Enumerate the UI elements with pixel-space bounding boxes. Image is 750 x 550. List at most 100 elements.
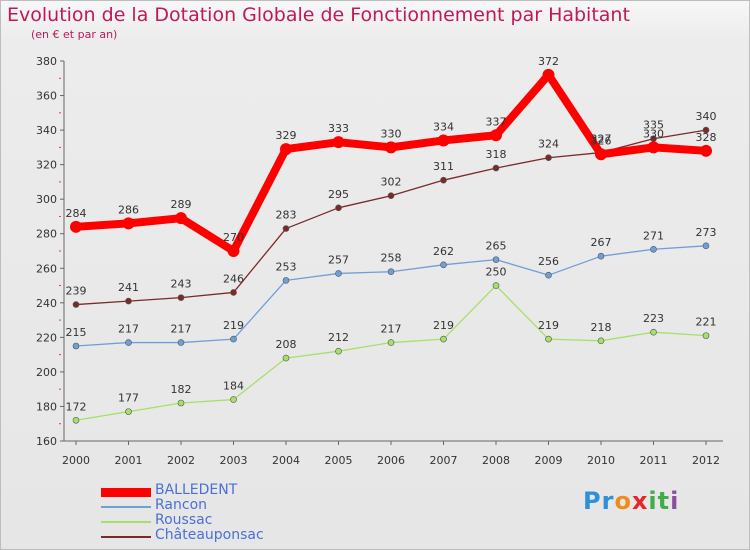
data-label: 340 — [696, 110, 717, 123]
legend-swatch — [101, 521, 151, 523]
data-label: 337 — [486, 115, 507, 128]
y-tick-label: 340 — [36, 124, 57, 137]
data-label: 284 — [66, 207, 87, 220]
proxiti-logo: Proxiti — [583, 487, 679, 515]
data-label: 177 — [118, 392, 139, 405]
data-label: 289 — [171, 198, 192, 211]
x-tick-label: 2010 — [587, 454, 615, 467]
legend-label: Roussac — [155, 512, 213, 528]
x-tick-label: 2000 — [62, 454, 90, 467]
data-label: 219 — [538, 319, 559, 332]
data-point — [702, 242, 710, 250]
y-tick-label: 220 — [36, 331, 57, 344]
legend-swatch — [101, 506, 151, 508]
data-point — [125, 339, 132, 346]
data-label: 217 — [171, 323, 192, 336]
series-line — [75, 70, 707, 255]
y-tick-label: 260 — [36, 262, 57, 275]
y-tick-label: 320 — [36, 159, 57, 172]
data-point — [492, 164, 500, 172]
legend-swatch — [101, 488, 151, 497]
logo-letter: t — [657, 487, 671, 515]
data-point — [230, 335, 237, 343]
legend-label: Châteauponsac — [155, 527, 264, 543]
data-label: 267 — [591, 236, 612, 249]
data-label: 243 — [171, 278, 192, 291]
data-label: 295 — [328, 188, 349, 201]
data-label: 273 — [696, 226, 717, 239]
chart-title: Evolution de la Dotation Globale de Fonc… — [7, 4, 630, 26]
data-point — [437, 134, 450, 147]
data-point — [440, 261, 447, 269]
data-label: 330 — [643, 127, 664, 140]
data-point — [72, 416, 80, 424]
data-point — [335, 347, 342, 355]
chart-subtitle: (en € et par an) — [31, 28, 118, 41]
data-point — [597, 337, 605, 345]
data-label: 333 — [328, 122, 349, 135]
data-point — [282, 354, 290, 362]
data-point — [595, 148, 607, 161]
data-point — [335, 270, 342, 277]
data-label: 241 — [118, 281, 139, 294]
data-label: 270 — [223, 231, 244, 244]
data-point — [387, 339, 395, 346]
data-point — [545, 271, 552, 279]
y-tick-label: 160 — [36, 435, 57, 448]
data-point — [122, 217, 135, 230]
data-point — [282, 225, 290, 232]
x-tick-label: 2002 — [167, 454, 195, 467]
x-tick-label: 2007 — [430, 454, 458, 467]
x-tick-label: 2005 — [325, 454, 353, 467]
data-label: 318 — [486, 148, 507, 161]
data-label: 219 — [433, 319, 454, 332]
data-point — [230, 396, 237, 403]
data-label: 262 — [433, 245, 454, 258]
data-label: 239 — [66, 285, 87, 298]
x-tick-label: 2006 — [377, 454, 405, 467]
data-point — [545, 335, 552, 343]
data-label: 253 — [276, 260, 297, 273]
y-tick-label: 200 — [36, 366, 57, 379]
data-label: 182 — [171, 383, 192, 396]
logo-letter: x — [631, 487, 649, 515]
data-label: 172 — [66, 400, 87, 413]
y-tick-label: 380 — [36, 55, 57, 68]
y-tick-label: 180 — [36, 400, 57, 413]
data-label: 221 — [696, 316, 717, 329]
data-point — [647, 141, 660, 154]
x-tick-label: 2008 — [482, 454, 510, 467]
data-point — [542, 68, 555, 81]
data-label: 271 — [643, 229, 664, 242]
data-label: 283 — [276, 209, 297, 222]
data-label: 334 — [433, 120, 454, 133]
data-point — [387, 268, 395, 276]
data-label: 184 — [223, 380, 244, 393]
data-point — [702, 126, 710, 134]
x-tick-label: 2011 — [640, 454, 668, 467]
data-label: 302 — [381, 176, 402, 189]
y-tick-label: 280 — [36, 228, 57, 241]
data-label: 372 — [538, 55, 559, 68]
data-label: 246 — [223, 272, 244, 285]
data-point — [177, 399, 185, 407]
y-tick-label: 240 — [36, 297, 57, 310]
data-point — [72, 342, 80, 350]
data-label: 265 — [486, 240, 507, 253]
data-point — [177, 339, 185, 346]
data-point — [70, 220, 82, 233]
data-point — [335, 204, 342, 212]
data-label: 258 — [381, 252, 402, 265]
data-point — [72, 301, 80, 308]
y-tick-label: 300 — [36, 193, 57, 206]
series-balledent — [70, 68, 712, 257]
data-label: 329 — [276, 129, 297, 142]
data-point — [492, 282, 500, 289]
data-point — [387, 192, 395, 200]
data-label: 219 — [223, 319, 244, 332]
data-label: 218 — [591, 321, 612, 334]
data-label: 326 — [591, 134, 612, 147]
data-point — [280, 143, 292, 156]
